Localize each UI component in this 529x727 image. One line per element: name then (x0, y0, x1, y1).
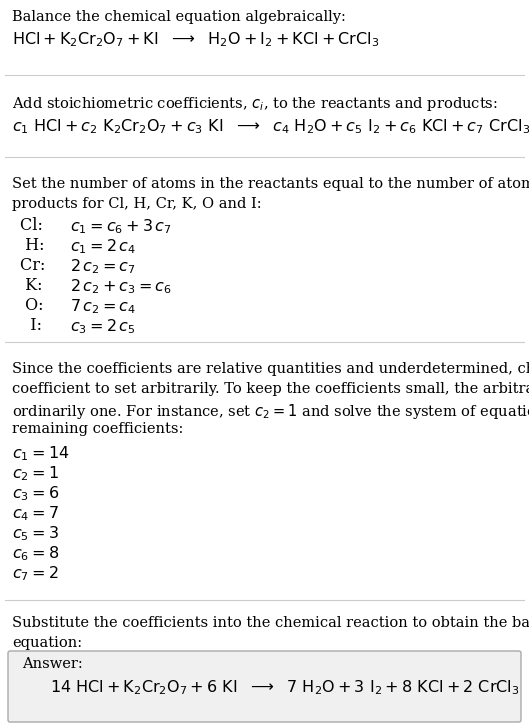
Text: Cr:: Cr: (20, 257, 50, 274)
Text: equation:: equation: (12, 636, 82, 650)
Text: $c_3 = 2\,c_5$: $c_3 = 2\,c_5$ (70, 317, 135, 336)
Text: $c_4 = 7$: $c_4 = 7$ (12, 504, 59, 523)
Text: Balance the chemical equation algebraically:: Balance the chemical equation algebraica… (12, 10, 346, 24)
Text: $c_1 = 14$: $c_1 = 14$ (12, 444, 69, 462)
Text: Add stoichiometric coefficients, $c_i$, to the reactants and products:: Add stoichiometric coefficients, $c_i$, … (12, 95, 498, 113)
Text: products for Cl, H, Cr, K, O and I:: products for Cl, H, Cr, K, O and I: (12, 197, 262, 211)
Text: Set the number of atoms in the reactants equal to the number of atoms in the: Set the number of atoms in the reactants… (12, 177, 529, 191)
Text: remaining coefficients:: remaining coefficients: (12, 422, 184, 436)
Text: coefficient to set arbitrarily. To keep the coefficients small, the arbitrary va: coefficient to set arbitrarily. To keep … (12, 382, 529, 396)
Text: I:: I: (20, 317, 47, 334)
Text: ordinarily one. For instance, set $c_2 = 1$ and solve the system of equations fo: ordinarily one. For instance, set $c_2 =… (12, 402, 529, 421)
Text: K:: K: (20, 277, 48, 294)
Text: Substitute the coefficients into the chemical reaction to obtain the balanced: Substitute the coefficients into the che… (12, 616, 529, 630)
Text: $c_1 = 2\,c_4$: $c_1 = 2\,c_4$ (70, 237, 136, 256)
Text: $c_1 = c_6 + 3\,c_7$: $c_1 = c_6 + 3\,c_7$ (70, 217, 172, 236)
Text: $c_2 = 1$: $c_2 = 1$ (12, 464, 59, 483)
Text: Cl:: Cl: (20, 217, 48, 234)
Text: H:: H: (20, 237, 50, 254)
Text: O:: O: (20, 297, 49, 314)
Text: $c_3 = 6$: $c_3 = 6$ (12, 484, 59, 502)
Text: $\mathrm{HCl + K_2Cr_2O_7 + KI}$  $\longrightarrow$  $\mathrm{H_2O + I_2 + KCl +: $\mathrm{HCl + K_2Cr_2O_7 + KI}$ $\longr… (12, 30, 379, 49)
Text: $2\,c_2 + c_3 = c_6$: $2\,c_2 + c_3 = c_6$ (70, 277, 172, 296)
Text: $c_7 = 2$: $c_7 = 2$ (12, 564, 59, 583)
Text: $c_5 = 3$: $c_5 = 3$ (12, 524, 59, 542)
Text: $7\,c_2 = c_4$: $7\,c_2 = c_4$ (70, 297, 136, 316)
Text: Answer:: Answer: (22, 657, 83, 671)
Text: $c_1\ \mathrm{HCl} + c_2\ \mathrm{K_2Cr_2O_7} + c_3\ \mathrm{KI}$  $\longrightar: $c_1\ \mathrm{HCl} + c_2\ \mathrm{K_2Cr_… (12, 117, 529, 136)
Text: $2\,c_2 = c_7$: $2\,c_2 = c_7$ (70, 257, 136, 276)
Text: $c_6 = 8$: $c_6 = 8$ (12, 544, 59, 563)
Text: Since the coefficients are relative quantities and underdetermined, choose a: Since the coefficients are relative quan… (12, 362, 529, 376)
Text: $14\ \mathrm{HCl} + \mathrm{K_2Cr_2O_7} + 6\ \mathrm{KI}$  $\longrightarrow$  $7: $14\ \mathrm{HCl} + \mathrm{K_2Cr_2O_7} … (50, 678, 519, 696)
FancyBboxPatch shape (8, 651, 521, 722)
